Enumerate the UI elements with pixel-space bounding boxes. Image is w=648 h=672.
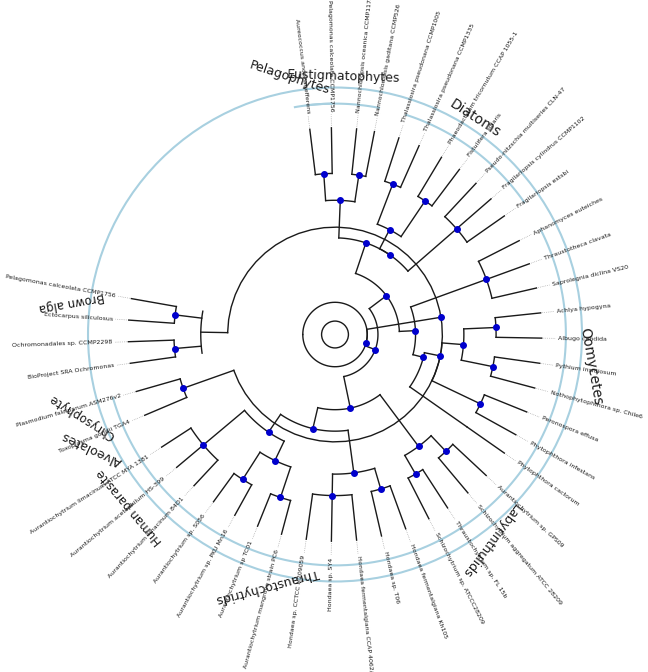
Text: Oomycetes: Oomycetes xyxy=(577,326,605,406)
Text: Aurantiochytrium sp. S056: Aurantiochytrium sp. S056 xyxy=(153,513,206,584)
Text: Pseudo-nitzschia multiseries CLN-47: Pseudo-nitzschia multiseries CLN-47 xyxy=(485,86,567,173)
Text: Pelagomonas calceolata CCMP1756: Pelagomonas calceolata CCMP1756 xyxy=(327,0,334,112)
Text: Phytophthora cactorum: Phytophthora cactorum xyxy=(516,460,580,507)
Text: Aurantiochytrium mangrove strain PC6: Aurantiochytrium mangrove strain PC6 xyxy=(243,549,280,669)
Text: Peronospora effusa: Peronospora effusa xyxy=(540,416,599,443)
Text: Hondaea sp. CCTCC M209059: Hondaea sp. CCTCC M209059 xyxy=(288,555,307,648)
Text: Nannochloropsis oceanica CCMP1175: Nannochloropsis oceanica CCMP1175 xyxy=(356,0,373,113)
Text: Schizochytrium sp. ATCCC28209: Schizochytrium sp. ATCCC28209 xyxy=(434,532,485,625)
Text: Aurantiochytrium sp TC01: Aurantiochytrium sp TC01 xyxy=(218,540,254,618)
Text: Aphanomyces euteiches: Aphanomyces euteiches xyxy=(533,196,603,236)
Text: Hondaea sp. T06: Hondaea sp. T06 xyxy=(383,551,400,604)
Text: Ectocarpus siliculosus: Ectocarpus siliculosus xyxy=(43,312,113,321)
Text: Aurantiochytrium limacinum ATCC MYA 1381: Aurantiochytrium limacinum ATCC MYA 1381 xyxy=(29,454,150,534)
Text: Chrysophyte: Chrysophyte xyxy=(47,391,117,442)
Text: Plasmodium falciparum ASM276v2: Plasmodium falciparum ASM276v2 xyxy=(15,394,121,429)
Text: Labyrinthulids: Labyrinthulids xyxy=(458,501,522,580)
Text: Phaeodactylum tricornutum CCAP 1055-1: Phaeodactylum tricornutum CCAP 1055-1 xyxy=(448,30,519,144)
Text: Fragilariopsis estsbi: Fragilariopsis estsbi xyxy=(516,169,570,209)
Text: Brown alga: Brown alga xyxy=(38,290,105,314)
Text: Aurantiochytrium sp. GPS09: Aurantiochytrium sp. GPS09 xyxy=(496,485,564,549)
Text: Aurantiochytrium sp. PKU Mn16: Aurantiochytrium sp. PKU Mn16 xyxy=(176,528,229,618)
Text: Thalassiosira pseudonana CCMP1005: Thalassiosira pseudonana CCMP1005 xyxy=(402,11,443,124)
Text: Saprolegnia diclina VS20: Saprolegnia diclina VS20 xyxy=(551,264,629,287)
Text: Pelagomonas calceolata CCMP1756: Pelagomonas calceolata CCMP1756 xyxy=(5,274,116,298)
Text: Thraustochytrids: Thraustochytrids xyxy=(215,566,320,606)
Text: Ochromonadales sp. CCMP2298: Ochromonadales sp. CCMP2298 xyxy=(12,340,112,348)
Text: Toxoplasma gondii TGA4: Toxoplasma gondii TGA4 xyxy=(58,419,131,454)
Text: Human parasite: Human parasite xyxy=(94,466,165,548)
Text: Thraustotheca clavata: Thraustotheca clavata xyxy=(544,232,612,261)
Text: Aurantiochytrium acetophilum HS-399: Aurantiochytrium acetophilum HS-399 xyxy=(70,476,166,558)
Text: BioProject SRA Ochromonas: BioProject SRA Ochromonas xyxy=(27,363,115,380)
Text: Schizochytrium aggregatum ATCC 28209: Schizochytrium aggregatum ATCC 28209 xyxy=(476,503,563,605)
Text: Hondaea fermentalgiana CCAP 4062/3: Hondaea fermentalgiana CCAP 4062/3 xyxy=(356,556,373,672)
Text: Albugo candida: Albugo candida xyxy=(558,336,607,342)
Text: Nannochloropsis gaditana CCMP526: Nannochloropsis gaditana CCMP526 xyxy=(375,4,402,116)
Text: Pelagophytes: Pelagophytes xyxy=(248,59,332,97)
Text: Hondaea sp. SY4: Hondaea sp. SY4 xyxy=(328,557,334,611)
Text: Thraustochytrium sp. FL 15b: Thraustochytrium sp. FL 15b xyxy=(454,520,507,599)
Text: Diatoms: Diatoms xyxy=(447,97,503,140)
Text: Achlya hypogyna: Achlya hypogyna xyxy=(557,303,611,314)
Text: Phytophthora infestans: Phytophthora infestans xyxy=(529,440,595,480)
Text: Nothophytophthora sp. Chile6: Nothophytophthora sp. Chile6 xyxy=(550,390,643,419)
Text: Aureococcus anophagefferens: Aureococcus anophagefferens xyxy=(294,18,310,114)
Text: Fragilariopsis cylindrus CCMP1102: Fragilariopsis cylindrus CCMP1102 xyxy=(502,116,586,190)
Text: Fistulifera solaris: Fistulifera solaris xyxy=(467,113,503,158)
Text: Aurantiochytrium limacinum 84D1: Aurantiochytrium limacinum 84D1 xyxy=(107,496,185,579)
Text: Pythium insidiosum: Pythium insidiosum xyxy=(555,363,617,376)
Text: Alveolates: Alveolates xyxy=(60,428,124,468)
Text: Eustigmatophytes: Eustigmatophytes xyxy=(287,69,401,85)
Text: Hondaea fermentalgiana Kh105: Hondaea fermentalgiana Kh105 xyxy=(409,543,448,639)
Text: Thalassiosira pseudonana CCMP1335: Thalassiosira pseudonana CCMP1335 xyxy=(423,23,476,132)
